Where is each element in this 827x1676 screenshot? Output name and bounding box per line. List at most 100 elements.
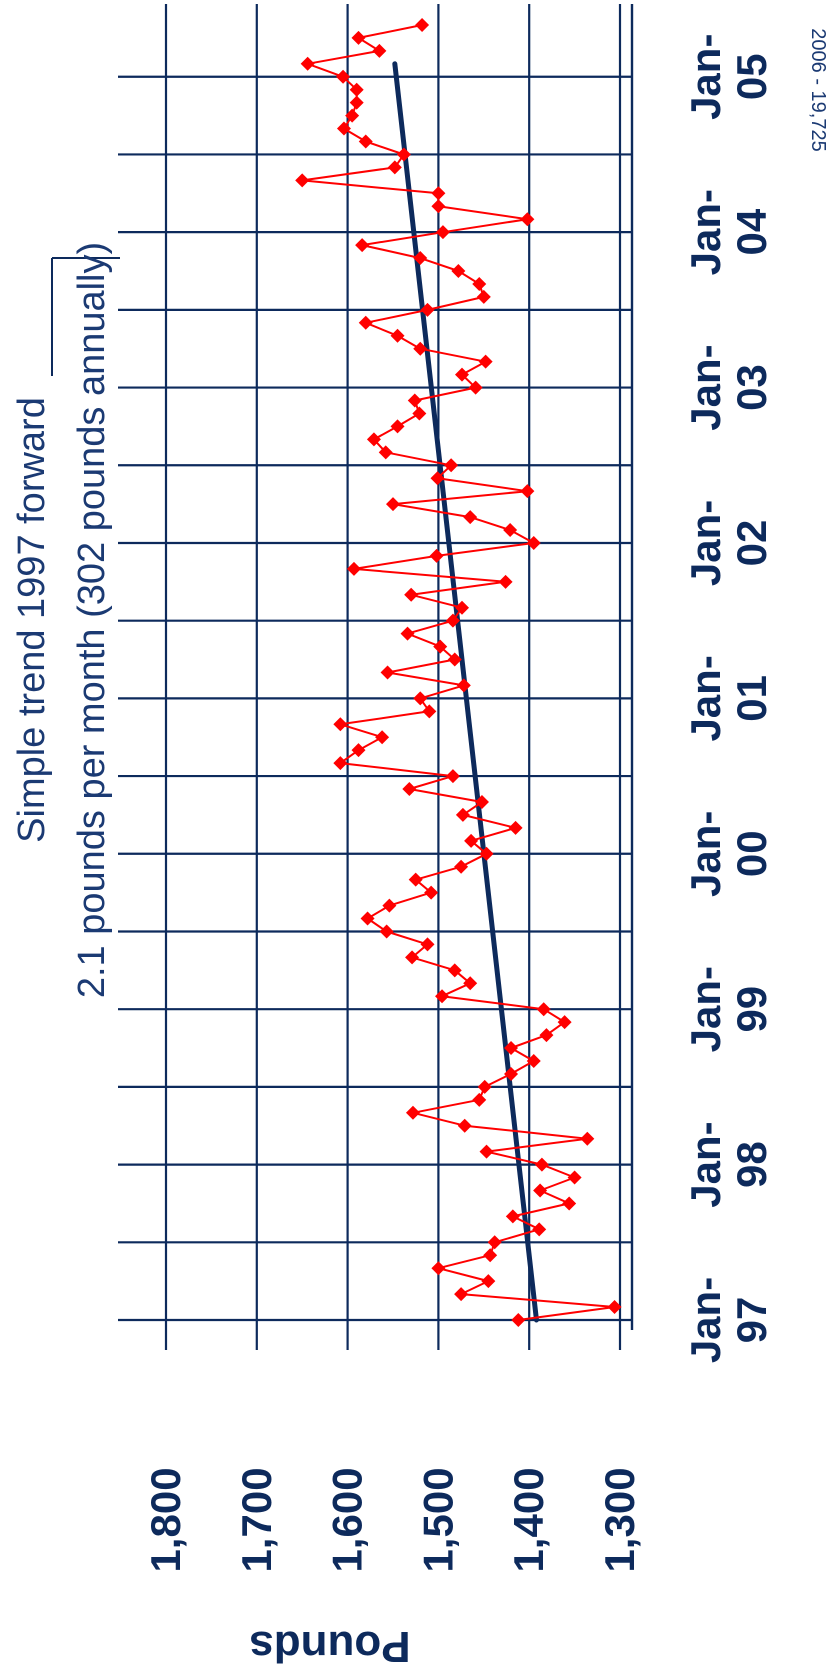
data-point-month-44 (351, 743, 366, 758)
gridlines (51, 4, 634, 1350)
data-point-month-33 (424, 885, 439, 900)
data-point-month-67 (378, 445, 393, 460)
data-point-month-92 (336, 121, 351, 136)
y-tick-labels: 1,300 1,400 1,500 1,600 1,700 1,800 (142, 1467, 643, 1572)
data-point-month-58 (346, 561, 361, 576)
data-point-month-91 (358, 134, 373, 149)
data-point-month-10 (533, 1183, 548, 1198)
time-tick-label-line: Jan- (682, 1277, 729, 1363)
value-tick-label-1300: 1,300 (596, 1467, 643, 1572)
data-point-month-46 (333, 717, 348, 732)
time-tick-label-line: Jan- (682, 189, 729, 275)
time-tick-0: Jan- 97 (682, 1277, 775, 1363)
time-tick-72: Jan- 03 (682, 344, 775, 430)
data-point-month-54 (445, 613, 460, 628)
data-point-month-41 (402, 782, 417, 797)
title-block: Simple trend 1997 forward 2.1 pounds per … (11, 242, 113, 998)
data-point-month-21 (504, 1041, 519, 1056)
data-point-month-26 (463, 976, 478, 991)
data-point-month-49 (456, 678, 471, 693)
trend-line-group (392, 61, 539, 1323)
time-tick-12: Jan- 98 (682, 1121, 775, 1207)
data-point-month-82 (413, 251, 428, 266)
time-tick-label-line: Jan- (682, 966, 729, 1052)
time-tick-label-line: 04 (728, 208, 775, 255)
data-point-month-6 (487, 1235, 502, 1250)
data-point-month-40 (474, 794, 489, 809)
data-point-month-78 (420, 302, 435, 317)
y-axis-title-block: Pounds (249, 1622, 410, 1671)
value-tick-label-1600: 1,600 (324, 1467, 371, 1572)
time-tick-label-line: 98 (728, 1141, 775, 1188)
data-point-month-100 (415, 17, 430, 32)
data-point-month-36 (479, 846, 494, 861)
data-point-month-50 (380, 665, 395, 680)
data-point-month-16 (405, 1105, 420, 1120)
data-point-month-89 (387, 160, 402, 175)
time-tick-label-line: Jan- (682, 34, 729, 120)
data-point-month-79 (476, 289, 491, 304)
chart-title-line-1: Simple trend 1997 forward (11, 397, 53, 843)
data-point-month-12 (534, 1157, 549, 1172)
data-point-month-86 (431, 199, 446, 214)
data-point-month-73 (455, 367, 470, 382)
data-point-month-52 (433, 639, 448, 654)
time-tick-label-line: Jan- (682, 655, 729, 741)
data-point-month-76 (390, 328, 405, 343)
data-point-month-19 (504, 1066, 519, 1081)
data-point-month-38 (508, 820, 523, 835)
data-point-month-69 (390, 419, 405, 434)
data-point-month-51 (447, 652, 462, 667)
data-point-month-96 (336, 69, 351, 84)
data-point-month-77 (358, 315, 373, 330)
data-point-month-47 (422, 704, 437, 719)
data-point-month-29 (420, 937, 435, 952)
data-point-month-23 (557, 1015, 572, 1030)
data-point-month-75 (413, 341, 428, 356)
time-tick-label-line: 03 (728, 364, 775, 411)
data-point-month-22 (539, 1028, 554, 1043)
data-point-month-18 (477, 1079, 492, 1094)
data-point-month-45 (375, 730, 390, 745)
data-point-month-72 (468, 380, 483, 395)
data-point-month-83 (355, 238, 370, 253)
data-point-month-61 (503, 523, 518, 538)
data-point-month-42 (445, 769, 460, 784)
data-point-month-87 (431, 186, 446, 201)
data-point-month-90 (396, 147, 411, 162)
data-point-month-1 (607, 1300, 622, 1315)
value-tick-label-1400: 1,400 (505, 1467, 552, 1572)
data-point-month-13 (479, 1144, 494, 1159)
data-point-month-55 (455, 600, 470, 615)
data-point-month-80 (472, 276, 487, 291)
data-point-month-39 (455, 807, 470, 822)
value-tick-label-1700: 1,700 (233, 1467, 280, 1572)
data-point-month-3 (481, 1274, 496, 1289)
data-point-month-70 (412, 406, 427, 421)
data-point-month-74 (478, 354, 493, 369)
data-point-month-15 (457, 1118, 472, 1133)
data-point-month-34 (408, 872, 423, 887)
data-point-month-43 (333, 756, 348, 771)
data-point-month-35 (454, 859, 469, 874)
data-point-month-71 (407, 393, 422, 408)
data-point-month-20 (526, 1053, 541, 1068)
time-tick-label-line: Jan- (682, 811, 729, 897)
data-point-month-65 (430, 471, 445, 486)
data-point-month-11 (567, 1170, 582, 1185)
data-point-month-62 (463, 510, 478, 525)
data-point-month-28 (405, 950, 420, 965)
y-axis-title: Pounds (249, 1622, 410, 1671)
data-point-month-31 (360, 911, 375, 926)
data-point-month-8 (505, 1209, 520, 1224)
data-point-month-5 (483, 1248, 498, 1263)
data-point-month-37 (464, 833, 479, 848)
data-point-month-4 (431, 1261, 446, 1276)
data-point-month-59 (429, 548, 444, 563)
data-point-month-14 (580, 1131, 595, 1146)
data-point-month-85 (520, 212, 535, 227)
data-point-month-53 (400, 626, 415, 641)
data-point-month-48 (413, 691, 428, 706)
data-point-month-98 (372, 43, 387, 58)
